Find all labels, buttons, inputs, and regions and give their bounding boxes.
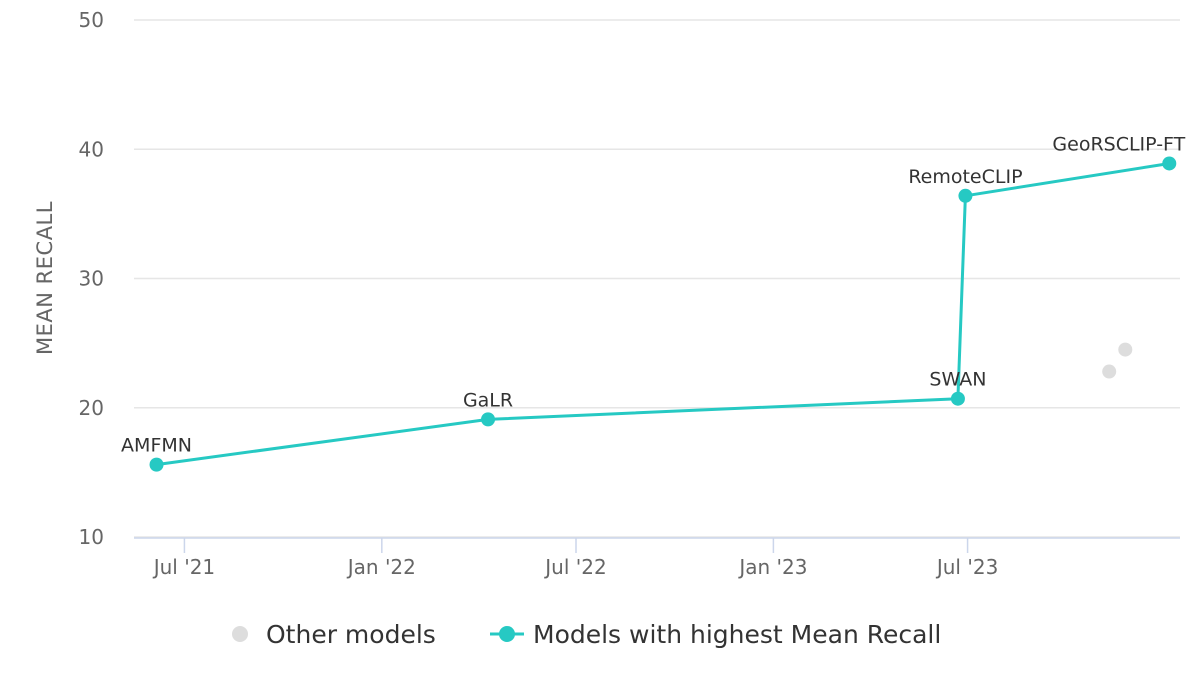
legend-label: Other models — [266, 620, 436, 649]
series-1: AMFMN GaLR SWAN RemoteCLIP GeoRSCLIP-FT — [121, 133, 1186, 472]
x-tick-label-3: Jan '23 — [737, 555, 807, 579]
data-point — [1118, 342, 1133, 357]
y-tick-label-50: 50 — [79, 8, 104, 32]
legend-marker — [232, 626, 248, 642]
data-point — [1102, 364, 1117, 379]
x-tick-label-1: Jan '22 — [346, 555, 416, 579]
point-label: SWAN — [929, 369, 986, 391]
point-label: AMFMN — [121, 435, 192, 457]
data-point — [1162, 156, 1177, 171]
series: AMFMN GaLR SWAN RemoteCLIP GeoRSCLIP-FT — [121, 133, 1186, 472]
legend[interactable]: Other models Models with highest Mean Rec… — [232, 620, 941, 649]
series-line — [156, 162, 1170, 467]
grid-lines — [134, 19, 1180, 538]
x-tick-label-4: Jul '23 — [935, 555, 998, 579]
point-label: RemoteCLIP — [908, 166, 1022, 188]
legend-item-other-models: Other models — [232, 620, 436, 649]
data-point — [149, 457, 164, 472]
x-axis: Jul '21 Jan '22 Jul '22 Jan '23 Jul '23 — [134, 537, 1180, 579]
data-point — [958, 188, 973, 203]
legend-label: Models with highest Mean Recall — [533, 620, 941, 649]
x-tick-label-0: Jul '21 — [152, 555, 215, 579]
legend-marker — [499, 626, 515, 642]
series-0 — [1102, 342, 1133, 379]
y-tick-label-30: 30 — [79, 267, 104, 291]
data-point — [481, 412, 496, 427]
point-label: GeoRSCLIP-FT — [1052, 133, 1185, 155]
data-point — [950, 391, 965, 406]
y-axis-ticks: 10 20 30 40 50 — [79, 8, 104, 549]
point-label: GaLR — [463, 389, 513, 411]
y-tick-label-10: 10 — [79, 525, 104, 549]
x-tick-label-2: Jul '22 — [543, 555, 606, 579]
y-tick-label-20: 20 — [79, 396, 104, 420]
y-axis-title: MEAN RECALL — [33, 201, 57, 355]
legend-item-highest-models: Models with highest Mean Recall — [490, 620, 941, 649]
y-tick-label-40: 40 — [79, 137, 104, 161]
